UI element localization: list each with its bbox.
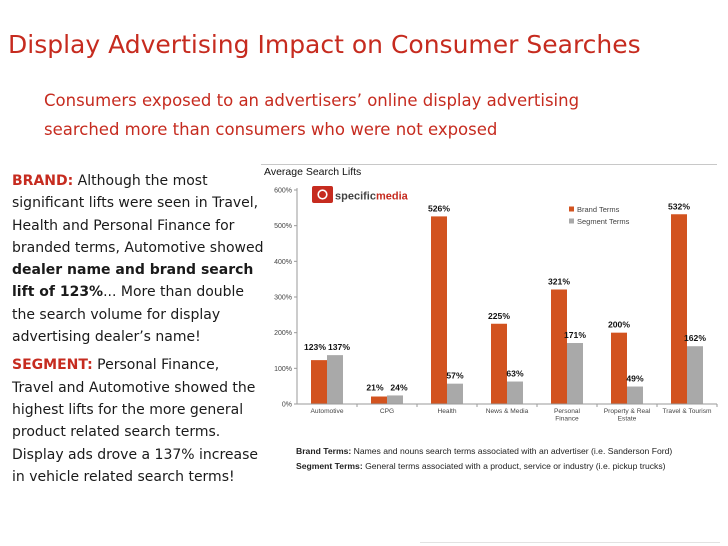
y-axis: 0% 100% 200% 300% 400% 500% 600% bbox=[274, 188, 298, 409]
bar-segment-terms bbox=[327, 355, 343, 404]
brand-bold-text: dealer name and brand search lift of 123… bbox=[12, 262, 254, 301]
data-label: 123% bbox=[304, 342, 326, 352]
data-label: 63% bbox=[506, 369, 524, 379]
bar-brand-terms bbox=[611, 332, 627, 404]
segment-paragraph: SEGMENT: Personal Finance, Travel and Au… bbox=[12, 354, 264, 488]
bar-brand-terms bbox=[551, 289, 567, 404]
x-tick-label: Travel & Tourism bbox=[662, 408, 712, 415]
data-label: 526% bbox=[428, 203, 450, 213]
brand-label: BRAND: bbox=[12, 173, 74, 189]
segment-text: Personal Finance, Travel and Automotive … bbox=[12, 357, 259, 485]
data-label: 532% bbox=[668, 201, 690, 211]
y-tick-label: 100% bbox=[274, 366, 292, 373]
logo-text-right: media bbox=[376, 191, 409, 203]
data-label: 162% bbox=[684, 333, 706, 343]
brand-text-1: Although the most significant lifts were… bbox=[12, 173, 264, 256]
subtitle-line-1: Consumers exposed to an advertisers’ onl… bbox=[44, 91, 580, 110]
x-tick-label: Health bbox=[437, 408, 456, 415]
footnote-brand: Brand Terms: Names and nouns search term… bbox=[296, 444, 716, 459]
slide-title: Display Advertising Impact on Consumer S… bbox=[8, 30, 641, 59]
bar-brand-terms bbox=[431, 216, 447, 404]
bars: 123% 137% 21% 24% 526% 57% 225% 63% 321% 171% 200%… bbox=[304, 201, 706, 404]
data-label: 200% bbox=[608, 320, 630, 330]
bottom-divider bbox=[420, 542, 720, 543]
footnote-segment: Segment Terms: General terms associated … bbox=[296, 459, 716, 474]
footnote-segment-text: General terms associated with a product,… bbox=[362, 461, 666, 471]
logo-mark-ring bbox=[317, 189, 328, 200]
footnote-brand-label: Brand Terms: bbox=[296, 446, 352, 456]
x-tick-label: News & Media bbox=[486, 408, 529, 415]
data-label: 21% bbox=[366, 382, 384, 392]
x-tick-label: Automotive bbox=[311, 408, 344, 415]
data-label: 57% bbox=[446, 371, 464, 381]
brand-text-2: ... More than double the search volume f… bbox=[12, 284, 245, 346]
bar-brand-terms bbox=[491, 323, 507, 404]
bar-segment-terms bbox=[387, 395, 403, 404]
legend-label-brand: Brand Terms bbox=[577, 205, 620, 214]
y-tick-label: 500% bbox=[274, 223, 292, 230]
bar-segment-terms bbox=[687, 346, 703, 404]
data-label: 171% bbox=[564, 330, 586, 340]
y-tick-label: 200% bbox=[274, 330, 292, 337]
logo-text-left: specific bbox=[335, 191, 376, 203]
slide-subtitle: Consumers exposed to an advertisers’ onl… bbox=[44, 86, 684, 144]
data-label: 49% bbox=[626, 374, 644, 384]
bar-brand-terms bbox=[311, 360, 327, 404]
bar-segment-terms bbox=[447, 383, 463, 404]
specificmedia-logo: specificmedia bbox=[312, 186, 409, 203]
logo-mark bbox=[312, 186, 333, 203]
legend: Brand Terms Segment Terms bbox=[569, 205, 630, 226]
brand-paragraph: BRAND: Although the most significant lif… bbox=[12, 170, 264, 348]
commentary: BRAND: Although the most significant lif… bbox=[12, 170, 264, 494]
y-tick-label: 300% bbox=[274, 295, 292, 302]
bar-brand-terms bbox=[371, 396, 387, 404]
x-axis: Automotive CPG Health News & Media PersonalF… bbox=[297, 403, 718, 423]
y-tick-label: 0% bbox=[282, 402, 292, 409]
data-label: 137% bbox=[328, 342, 350, 352]
x-tick-label: Property & Real bbox=[604, 408, 651, 415]
footnote-brand-text: Names and nouns search terms associated … bbox=[351, 446, 673, 456]
y-tick-label: 400% bbox=[274, 259, 292, 266]
logo-wordmark: specificmedia bbox=[335, 191, 409, 203]
chart-title: Average Search Lifts bbox=[264, 166, 361, 178]
bar-brand-terms bbox=[671, 214, 687, 404]
segment-label: SEGMENT: bbox=[12, 357, 93, 374]
bar-segment-terms bbox=[567, 343, 583, 404]
x-tick-label: Finance bbox=[555, 416, 579, 423]
legend-swatch-brand bbox=[569, 206, 574, 212]
x-tick-label: Estate bbox=[618, 416, 637, 423]
data-label: 225% bbox=[488, 311, 510, 321]
subtitle-line-2: searched more than consumers who were no… bbox=[44, 120, 498, 139]
legend-swatch-segment bbox=[569, 218, 574, 224]
footnote-segment-label: Segment Terms: bbox=[296, 461, 363, 471]
footnote: Brand Terms: Names and nouns search term… bbox=[296, 444, 716, 474]
data-label: 321% bbox=[548, 277, 570, 287]
average-search-lifts-chart: Average Search Lifts specificmedia 0% 100… bbox=[261, 164, 718, 423]
x-tick-label: CPG bbox=[380, 408, 394, 415]
x-tick-label: Personal bbox=[554, 408, 581, 415]
data-label: 24% bbox=[390, 382, 408, 392]
y-tick-label: 600% bbox=[274, 188, 292, 195]
bar-segment-terms bbox=[627, 386, 643, 404]
bar-segment-terms bbox=[507, 381, 523, 404]
legend-label-segment: Segment Terms bbox=[577, 217, 630, 226]
